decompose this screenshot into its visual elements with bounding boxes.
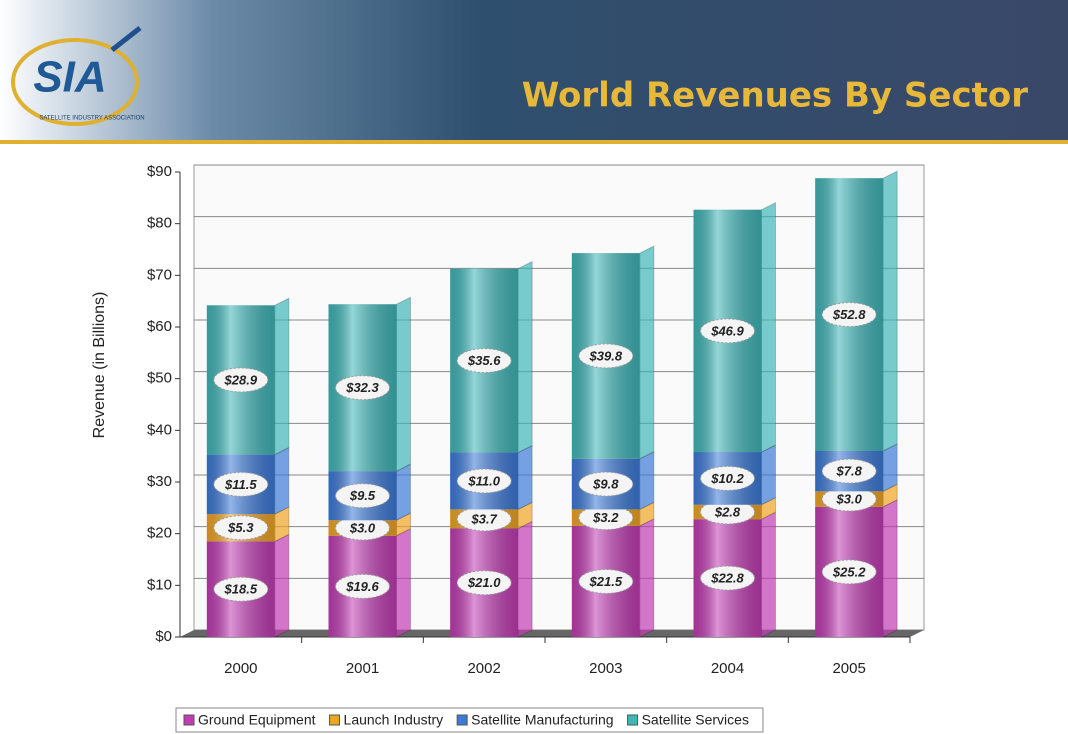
bar-side [397, 464, 411, 520]
bar-side [883, 500, 897, 637]
value-label: $11.0 [467, 473, 500, 488]
legend-swatch [628, 715, 638, 725]
legend-label: Ground Equipment [198, 712, 316, 728]
y-tick-label: $20 [147, 525, 172, 542]
legend-label: Satellite Services [642, 712, 749, 728]
x-tick-label: 2001 [346, 660, 379, 677]
legend-swatch [330, 715, 340, 725]
value-label: $28.9 [224, 372, 258, 387]
value-label: $21.5 [589, 574, 623, 589]
value-label: $9.5 [349, 488, 376, 503]
bar-side [762, 203, 776, 452]
header-band [0, 0, 1068, 140]
y-tick-label: $10 [147, 576, 172, 593]
bar-side [883, 444, 897, 491]
chart: SIA SATELLITE INDUSTRY ASSOCIATION World… [0, 0, 1068, 734]
x-tick-label: 2000 [224, 660, 257, 677]
value-label: $46.9 [710, 323, 744, 338]
legend-label: Satellite Manufacturing [471, 712, 613, 728]
bar-side [640, 452, 654, 510]
value-label: $22.8 [710, 571, 744, 586]
bar-side [397, 297, 411, 471]
x-tick-label: 2004 [711, 660, 744, 677]
y-tick-label: $60 [147, 318, 172, 335]
value-label: $7.8 [836, 464, 863, 479]
x-tick-label: 2003 [589, 660, 622, 677]
value-label: $11.5 [224, 477, 257, 492]
value-label: $21.0 [467, 575, 501, 590]
value-label: $3.0 [349, 520, 376, 535]
y-tick-label: $40 [147, 421, 172, 438]
bar-side [275, 448, 289, 514]
floor [180, 630, 924, 637]
value-label: $39.8 [589, 348, 623, 363]
value-label: $32.3 [345, 380, 379, 395]
legend-label: Launch Industry [344, 712, 444, 728]
plot-wall [194, 165, 924, 630]
y-tick-label: $80 [147, 215, 172, 232]
bar-side [397, 529, 411, 637]
value-label: $25.2 [832, 564, 866, 579]
header-rule [0, 140, 1068, 144]
x-tick-label: 2005 [832, 660, 865, 677]
value-label: $52.8 [832, 307, 866, 322]
y-axis-label: Revenue (in Billions) [91, 292, 108, 439]
value-label: $9.8 [592, 477, 619, 492]
value-label: $3.7 [471, 511, 498, 526]
bar-side [762, 445, 776, 505]
value-label: $19.6 [345, 579, 379, 594]
bar-side [640, 246, 654, 459]
bar-side [518, 262, 532, 453]
logo-text: SIA [33, 53, 106, 102]
value-label: $2.8 [714, 504, 741, 519]
y-tick-label: $90 [147, 163, 172, 180]
y-tick-label: $50 [147, 370, 172, 387]
value-label: $3.0 [836, 491, 863, 506]
value-label: $35.6 [467, 353, 501, 368]
x-tick-label: 2002 [467, 660, 500, 677]
bar-side [518, 446, 532, 510]
bar-side [883, 171, 897, 451]
chart-title: World Revenues By Sector [522, 76, 1028, 116]
bar-side [518, 522, 532, 638]
y-tick-label: $30 [147, 473, 172, 490]
legend-swatch [184, 715, 194, 725]
bar-side [275, 298, 289, 454]
bar-side [640, 519, 654, 637]
value-label: $10.2 [710, 471, 744, 486]
bar-side [762, 512, 776, 637]
bar-side [275, 534, 289, 637]
page: SIA SATELLITE INDUSTRY ASSOCIATION World… [0, 0, 1068, 734]
y-tick-label: $70 [147, 266, 172, 283]
value-label: $3.2 [592, 510, 619, 525]
value-label: $5.3 [227, 520, 254, 535]
y-tick-label: $0 [155, 628, 172, 645]
logo-subtitle: SATELLITE INDUSTRY ASSOCIATION [39, 116, 144, 122]
legend-swatch [457, 715, 467, 725]
value-label: $18.5 [224, 582, 258, 597]
